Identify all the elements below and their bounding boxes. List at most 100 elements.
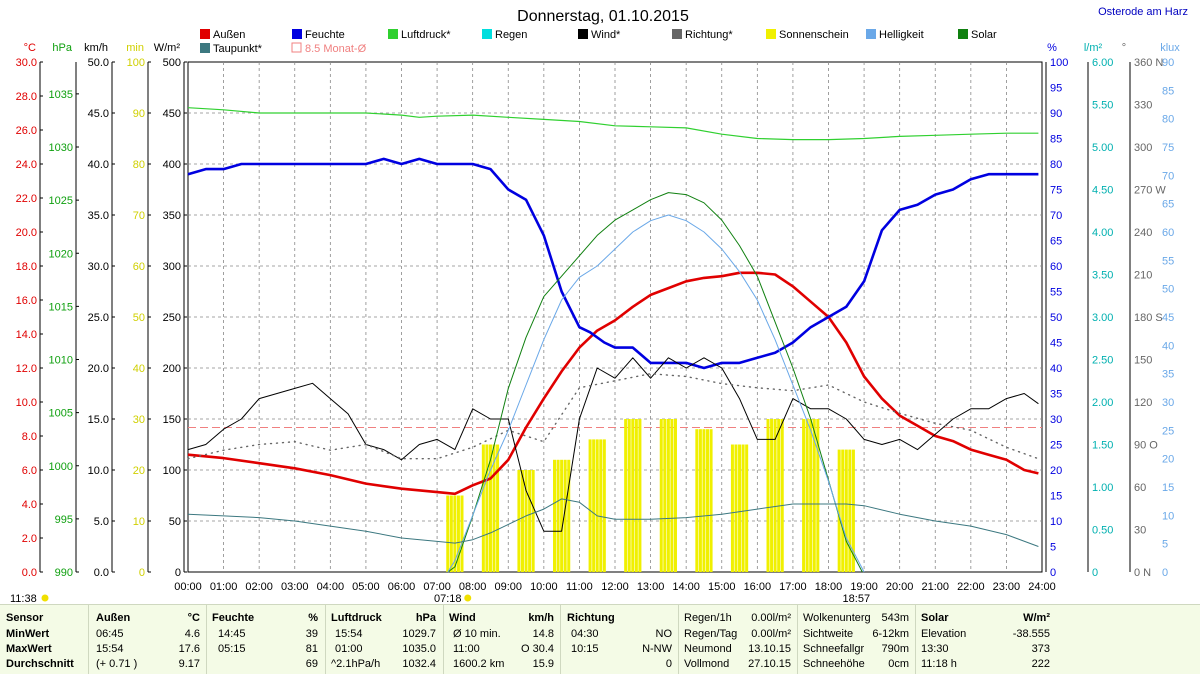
axis-tick-label: 1010: [49, 355, 73, 367]
axis-tick-label: 70: [1162, 170, 1174, 182]
axis-unit-label: klux: [1160, 42, 1180, 54]
stats-wind-unit: km/h: [528, 612, 554, 624]
sunshine-bar: [663, 419, 667, 572]
sunshine-bar: [627, 419, 631, 572]
axis-tick-label: 0: [175, 567, 181, 579]
axis-tick-label: 80: [1050, 159, 1062, 171]
stats-solar-avg: 222: [1031, 658, 1050, 670]
x-tick-label: 23:00: [993, 581, 1021, 593]
axis-tick-label: 1025: [49, 195, 73, 207]
series-line-richtung: [187, 373, 1040, 460]
legend-label: 8.5 Monat-Ø: [305, 43, 367, 55]
legend-swatch: [482, 29, 492, 39]
axis-tick-label: 995: [55, 514, 73, 526]
axis-tick-label: 15: [1050, 491, 1062, 503]
sunshine-bar: [592, 439, 596, 572]
sunshine-bar: [666, 419, 670, 572]
axis-tick-label: 85: [1050, 134, 1062, 146]
axis-tick-label: 0.0: [22, 567, 37, 579]
axis-tick-label: 5.50: [1092, 100, 1113, 112]
stats-richtung-avg: 0: [665, 658, 672, 670]
legend-swatch: [578, 29, 588, 39]
axis-tick-label: 30: [1134, 525, 1146, 537]
chart-axes: °C 30.0 28.0 26.0 24.0 22.0 20.0 18.0 16.0 14.0 12…: [16, 42, 1181, 579]
stats-feuchte-max-time: 05:15: [218, 643, 246, 655]
x-tick-label: 01:00: [210, 581, 238, 593]
axis-tick-label: 75: [1050, 185, 1062, 197]
stats-richtung-header: Richtung: [567, 612, 615, 624]
sunshine-bar: [520, 470, 524, 572]
sunshine-bar: [599, 439, 603, 572]
axis-tick-label: 25.0: [88, 312, 109, 324]
sunshine-bar: [531, 470, 535, 572]
sunshine-bar: [624, 419, 628, 572]
x-tick-label: 04:00: [317, 581, 345, 593]
axis-tick-label: 0 N: [1134, 567, 1151, 579]
axis-tick-label: 85: [1162, 85, 1174, 97]
axis-tick-label: 65: [1162, 199, 1174, 211]
sunshine-bar: [734, 444, 738, 572]
sunshine-bar: [812, 419, 816, 572]
location-label: Osterode am Harz: [1098, 6, 1188, 18]
axis-tick-label: 1035: [49, 89, 73, 101]
sunshine-bar: [741, 444, 745, 572]
axis-tick-label: 45.0: [88, 108, 109, 120]
axis-tick-label: 0.0: [94, 567, 109, 579]
series-line-luftdruck: [187, 107, 1039, 141]
sunshine-bar: [802, 419, 806, 572]
sunshine-bar: [738, 444, 742, 572]
axis-tick-label: 6.00: [1092, 57, 1113, 69]
axis-tick-label: 45: [1050, 338, 1062, 350]
x-tick-label: 19:00: [850, 581, 878, 593]
stats-sicht-label: Sichtweite: [803, 628, 854, 640]
sunrise-icon: [464, 594, 472, 602]
stats-druck-unit: hPa: [415, 612, 436, 624]
axis-tick-label: 26.0: [16, 125, 37, 137]
axis-tick-label: 10: [133, 516, 145, 528]
sunshine-bar: [553, 459, 557, 572]
axis-tick-label: 40: [133, 363, 145, 375]
stats-solar-unit: W/m²: [1023, 612, 1050, 624]
axis-tick-label: 0: [1162, 567, 1168, 579]
chart-legend: Außen Feuchte Luftdruck* Regen Wind* Richtung…: [200, 29, 997, 55]
axis-tick-label: 50: [1050, 312, 1062, 324]
sunshine-bar: [453, 495, 457, 572]
stats-schneefall: 790m: [881, 643, 909, 655]
sunshine-bar: [805, 419, 809, 572]
axis-tick-label: 1015: [49, 301, 73, 313]
axis-tick-label: 990: [55, 567, 73, 579]
axis-tick-label: 24.0: [16, 159, 37, 171]
sunshine-bar: [631, 419, 635, 572]
axis-tick-label: 120: [1134, 397, 1152, 409]
axis-tick-label: 95: [1050, 83, 1062, 95]
legend-label: Luftdruck*: [401, 29, 451, 41]
stats-regen-1h-label: Regen/1h: [684, 612, 732, 624]
sunshine-bar: [517, 470, 521, 572]
series-line-helligkeit: [447, 214, 865, 573]
stats-wind-distance: 1600.2 km: [453, 658, 505, 670]
legend-swatch: [388, 29, 398, 39]
x-tick-label: 07:00: [423, 581, 451, 593]
axis-tick-label: 22.0: [16, 193, 37, 205]
stats-feuchte-max: 81: [305, 643, 318, 655]
axis-unit-label: %: [1047, 42, 1057, 54]
stats-feuchte-min: 39: [305, 628, 318, 640]
sunshine-bar: [844, 449, 848, 572]
legend-swatch: [291, 42, 302, 53]
axis-tick-label: 350: [163, 210, 181, 222]
stats-wolken-label: Wolkenunterg: [803, 612, 871, 624]
legend-swatch: [766, 29, 776, 39]
sunshine-bar: [706, 429, 710, 572]
axis-tick-label: 12.0: [16, 363, 37, 375]
stats-table: Sensor MinWert MaxWert Durchschnitt Auße…: [0, 604, 1200, 674]
stats-aussen-header: Außen: [96, 612, 131, 624]
axis-unit-label: W/m²: [154, 42, 181, 54]
series-line-taupunkt: [187, 498, 1039, 547]
axis-tick-label: 0: [1092, 567, 1098, 579]
x-tick-label: 06:00: [388, 581, 416, 593]
x-tick-label: 11:00: [566, 581, 593, 593]
weather-chart: Donnerstag, 01.10.2015 Osterode am Harz …: [10, 6, 1188, 604]
stats-aussen-unit: °C: [187, 612, 200, 624]
axis-tick-label: 55: [1050, 287, 1062, 299]
axis-tick-label: 60: [1050, 261, 1062, 273]
